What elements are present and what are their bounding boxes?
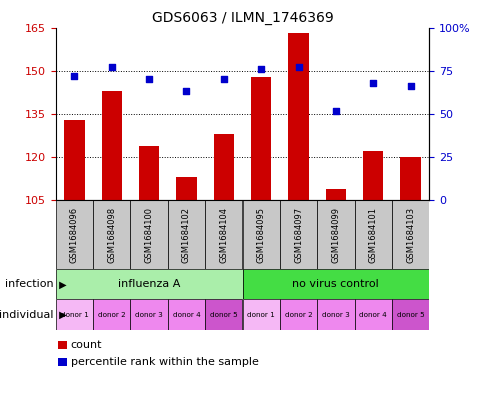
Text: GSM1684098: GSM1684098 [107,207,116,263]
Text: GSM1684096: GSM1684096 [70,207,79,263]
Point [406,83,413,90]
Bar [391,299,428,330]
Bar [93,299,130,330]
Bar [354,299,391,330]
Text: percentile rank within the sample: percentile rank within the sample [71,357,258,367]
Bar [56,200,93,269]
Bar [287,33,308,200]
Bar [167,299,205,330]
Text: GSM1684103: GSM1684103 [405,207,414,263]
Point [219,76,227,83]
Point [331,107,339,114]
Bar [93,200,130,269]
Bar [130,200,167,269]
Text: ▶: ▶ [56,310,66,320]
Bar [279,200,317,269]
Bar [354,200,391,269]
Bar [242,200,279,269]
Bar [130,299,167,330]
Bar [250,77,271,200]
Text: donor 2: donor 2 [98,312,125,318]
Text: influenza A: influenza A [118,279,180,289]
Bar [362,151,383,200]
Point [145,76,153,83]
Bar [205,299,242,330]
Bar [138,146,159,200]
Text: count: count [71,340,102,350]
Text: donor 5: donor 5 [396,312,424,318]
Bar [167,200,205,269]
Text: GSM1684101: GSM1684101 [368,207,377,263]
Point [294,64,302,70]
Bar [391,200,428,269]
Text: donor 4: donor 4 [359,312,386,318]
Text: donor 5: donor 5 [210,312,237,318]
Text: GSM1684100: GSM1684100 [144,207,153,263]
Bar [213,134,234,200]
Title: GDS6063 / ILMN_1746369: GDS6063 / ILMN_1746369 [151,11,333,25]
Text: individual: individual [0,310,53,320]
Point [182,88,190,95]
Bar [242,269,428,299]
Text: GSM1684104: GSM1684104 [219,207,228,263]
Text: donor 3: donor 3 [135,312,163,318]
Text: donor 1: donor 1 [60,312,88,318]
Bar [101,91,122,200]
Bar [325,189,346,200]
Text: donor 2: donor 2 [284,312,312,318]
Bar [279,299,317,330]
Text: GSM1684097: GSM1684097 [293,207,302,263]
Bar [317,299,354,330]
Text: donor 4: donor 4 [172,312,200,318]
Bar [56,269,242,299]
Bar [176,177,197,200]
Point [257,66,265,72]
Text: infection: infection [5,279,53,289]
Bar [242,299,279,330]
Bar [56,299,93,330]
Point [107,64,115,70]
Text: donor 3: donor 3 [321,312,349,318]
Text: donor 1: donor 1 [247,312,274,318]
Text: no virus control: no virus control [292,279,378,289]
Bar [399,157,420,200]
Point [369,80,377,86]
Point [71,73,78,79]
Bar [317,200,354,269]
Text: GSM1684099: GSM1684099 [331,207,340,263]
Text: GSM1684095: GSM1684095 [256,207,265,263]
Bar [64,120,85,200]
Bar [205,200,242,269]
Text: ▶: ▶ [56,279,66,289]
Text: GSM1684102: GSM1684102 [182,207,191,263]
